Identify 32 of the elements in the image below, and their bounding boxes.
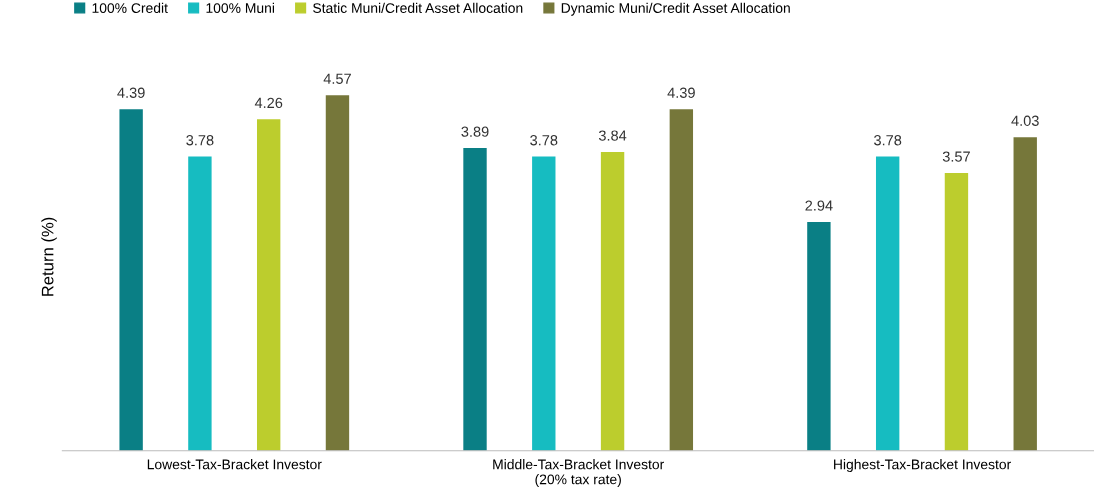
bar bbox=[807, 221, 831, 451]
bar bbox=[256, 119, 281, 451]
x-tick-label: Lowest-Tax-Bracket Investor bbox=[147, 459, 322, 470]
bar bbox=[600, 151, 625, 451]
data-label: 4.39 bbox=[117, 87, 145, 98]
legend-label: 100% Muni bbox=[206, 2, 274, 13]
bar bbox=[119, 109, 143, 451]
data-label: 4.57 bbox=[323, 73, 351, 84]
legend-label: 100% Credit bbox=[92, 2, 168, 13]
bar bbox=[463, 148, 487, 451]
data-label: 4.39 bbox=[667, 87, 695, 98]
data-label: 3.89 bbox=[461, 126, 489, 137]
bar bbox=[325, 95, 350, 451]
data-label: 4.26 bbox=[254, 97, 283, 109]
data-label: 3.78 bbox=[874, 135, 902, 146]
data-label: 3.84 bbox=[598, 130, 627, 141]
bar bbox=[875, 156, 900, 451]
bar bbox=[944, 172, 969, 451]
data-label: 3.78 bbox=[530, 135, 558, 146]
data-label: 3.57 bbox=[942, 151, 970, 162]
bar bbox=[532, 156, 556, 451]
bar bbox=[1013, 137, 1037, 451]
data-label: 3.78 bbox=[186, 135, 214, 146]
x-tick-label: Highest-Tax-Bracket Investor bbox=[834, 459, 1011, 473]
y-axis-title: Return (%) bbox=[41, 217, 57, 296]
x-tick-label: Middle-Tax-Bracket Investor (20% tax rate) bbox=[493, 459, 665, 488]
bar bbox=[669, 109, 694, 451]
data-label: 4.03 bbox=[1011, 115, 1039, 126]
legend-label: Dynamic Muni/Credit Asset Allocation bbox=[561, 2, 790, 16]
legend-label: Static Muni/Credit Asset Allocation bbox=[313, 2, 523, 13]
bar bbox=[188, 156, 212, 451]
data-label: 2.94 bbox=[805, 200, 833, 211]
